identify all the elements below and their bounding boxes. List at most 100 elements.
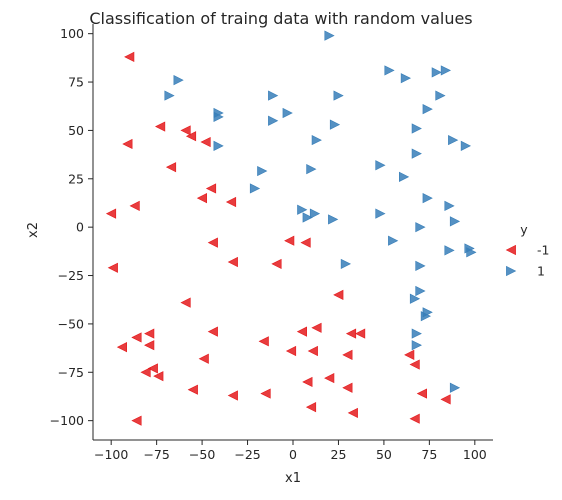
data-point-series--1 (131, 332, 142, 343)
data-point-series--1 (144, 340, 155, 351)
data-point-series-1 (422, 193, 433, 204)
data-point-series-1 (173, 75, 184, 86)
data-point-series--1 (155, 121, 166, 132)
x-tick-label: 50 (376, 447, 392, 462)
data-point-series--1 (311, 322, 322, 333)
data-point-series-1 (460, 140, 471, 151)
chart-title: Classification of traing data with rando… (89, 9, 472, 28)
data-point-series--1 (207, 237, 218, 248)
data-point-series--1 (165, 162, 177, 173)
data-point-series-1 (213, 140, 224, 151)
data-point-series-1 (448, 135, 459, 146)
data-point-series-1 (311, 135, 322, 146)
data-point-series--1 (347, 407, 358, 418)
data-point-series--1 (144, 328, 155, 339)
data-point-series--1 (333, 289, 344, 300)
data-point-series-1 (384, 65, 395, 76)
data-point-series-1 (409, 293, 421, 304)
data-point-series-1 (411, 340, 422, 351)
x-tick-label: 0 (289, 447, 297, 462)
x-tick-label: 100 (463, 447, 487, 462)
legend-marker (505, 244, 516, 256)
data-point-series--1 (187, 384, 198, 395)
data-point-series--1 (124, 51, 135, 62)
y-ticks: −100 −75 −50 −25 0 25 50 75 100 (50, 26, 93, 428)
x-axis-label: x1 (285, 471, 301, 486)
data-point-series-1 (435, 90, 446, 101)
data-point-series-1 (415, 222, 426, 233)
legend-items: -11 (505, 243, 549, 279)
data-point-series-1 (213, 111, 224, 122)
data-point-series--1 (307, 345, 318, 357)
data-point-series-1 (329, 119, 341, 130)
data-point-series-1 (431, 67, 442, 78)
data-point-series-1 (449, 382, 461, 393)
y-tick-label: −75 (58, 365, 84, 380)
data-point-series--1 (207, 326, 218, 337)
data-point-series-1 (440, 65, 451, 76)
data-point-series-1 (328, 214, 339, 225)
y-tick-label: 50 (68, 123, 84, 138)
data-point-series-1 (375, 160, 386, 171)
data-point-series-1 (422, 104, 433, 115)
data-point-series--1 (131, 415, 142, 426)
data-point-series--1 (140, 367, 151, 378)
data-point-series-1 (411, 123, 422, 134)
data-point-series-1 (388, 235, 399, 246)
data-point-series--1 (185, 131, 197, 142)
data-point-series--1 (105, 208, 117, 219)
data-point-series-1 (449, 216, 461, 227)
data-point-series--1 (258, 336, 269, 347)
legend-label: 1 (537, 264, 545, 279)
data-point-series--1 (180, 125, 191, 136)
data-point-series-1 (415, 285, 426, 297)
y-axis-label: x2 (26, 222, 41, 238)
data-point-series-1 (340, 258, 351, 270)
data-point-series--1 (227, 390, 238, 401)
x-tick-label: 75 (421, 447, 437, 462)
data-point-series-1 (415, 260, 426, 271)
data-point-series--1 (324, 372, 335, 384)
data-point-series-1 (444, 200, 455, 211)
data-point-series-1 (302, 212, 313, 223)
data-point-series--1 (404, 349, 415, 360)
x-tick-label: −100 (94, 447, 128, 462)
data-point-series-1 (164, 90, 175, 101)
data-point-series-1 (249, 183, 261, 194)
x-ticks: −100 −75 −50 −25 0 25 50 75 100 (94, 440, 487, 462)
y-tick-label: 75 (68, 75, 84, 90)
data-point-series-1 (420, 311, 431, 322)
data-point-series--1 (345, 328, 357, 339)
data-point-series-1 (444, 245, 455, 256)
y-tick-label: −50 (58, 316, 84, 331)
data-point-series-1 (268, 90, 279, 101)
data-point-series--1 (440, 394, 451, 405)
data-point-series--1 (198, 353, 209, 364)
axes (92, 24, 493, 441)
data-point-series--1 (342, 382, 353, 393)
legend-title: y (520, 222, 528, 237)
data-point-series--1 (342, 349, 353, 360)
y-tick-label: 0 (76, 220, 84, 235)
data-point-series-1 (466, 247, 477, 258)
data-point-series--1 (284, 235, 295, 246)
data-point-series--1 (196, 193, 207, 204)
legend: y -11 (505, 222, 549, 279)
data-point-series-1 (400, 73, 411, 84)
x-tick-label: 25 (331, 447, 347, 462)
data-point-series--1 (260, 388, 271, 399)
data-point-series--1 (416, 388, 427, 399)
data-point-series--1 (355, 328, 366, 339)
data-point-series--1 (180, 297, 191, 308)
data-point-series--1 (285, 345, 297, 357)
data-points (105, 30, 477, 426)
data-point-series-1 (297, 204, 308, 215)
data-point-series--1 (153, 371, 164, 382)
data-point-series-1 (333, 90, 344, 101)
y-tick-label: 25 (68, 171, 84, 186)
data-point-series-1 (257, 165, 268, 177)
data-point-series--1 (147, 363, 158, 374)
data-point-series--1 (409, 413, 420, 424)
data-point-series-1 (268, 115, 279, 126)
